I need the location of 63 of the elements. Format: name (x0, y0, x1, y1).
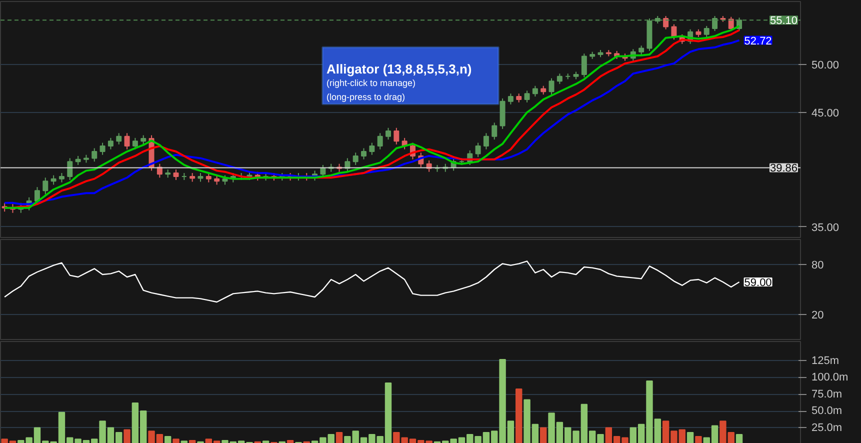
candlestick (581, 53, 587, 78)
candlestick (394, 127, 400, 145)
candlestick (50, 174, 56, 186)
bar (172, 438, 180, 443)
y-tick-label: 35.00 (812, 222, 840, 234)
candlestick (663, 16, 669, 30)
candlestick (712, 16, 718, 32)
bar (124, 429, 130, 443)
candlestick (361, 148, 367, 160)
candlestick (492, 122, 498, 140)
candlestick (704, 25, 710, 38)
candlestick (483, 132, 489, 150)
bar (336, 432, 343, 443)
data-label: 59.00 (744, 277, 772, 289)
candlestick (100, 142, 106, 156)
ref-line-label: 55.10 (770, 15, 798, 28)
candlestick (556, 73, 562, 84)
candlestick (214, 174, 220, 186)
bar (164, 436, 172, 443)
data-label: 52.72 (744, 35, 772, 48)
bar (736, 434, 743, 443)
y-tick-label: 45.00 (812, 107, 840, 120)
bar (540, 427, 547, 443)
annotation: (long-press to drag) (326, 92, 406, 102)
candlestick (508, 93, 514, 105)
line-series (4, 260, 740, 303)
bar (686, 432, 694, 443)
candlestick (206, 172, 212, 183)
bar (286, 440, 294, 443)
y-tick-label: 20 (812, 310, 824, 322)
candlestick (352, 152, 358, 166)
y-tick-label: 50.00 (812, 59, 840, 72)
annotation: (right-click to manage) (326, 78, 416, 88)
candlestick (524, 90, 530, 103)
y-tick-label: 80 (812, 260, 824, 272)
y-tick-label: 50.0m (812, 405, 842, 418)
y-tick-label: 75.0m (812, 388, 842, 400)
candlestick (475, 142, 481, 158)
candlestick (173, 169, 179, 180)
bar (695, 436, 702, 443)
candlestick (92, 148, 98, 162)
candlestick (108, 137, 114, 150)
candlestick (369, 142, 375, 156)
bar (516, 388, 522, 443)
candlestick (386, 127, 391, 140)
candlestick (75, 155, 81, 166)
y-tick-label: 125m (812, 354, 840, 367)
candlestick (532, 85, 538, 97)
candlestick (140, 134, 146, 145)
y-tick-label: 100.0m (812, 372, 848, 384)
candlestick (548, 78, 554, 96)
annotation: Alligator (13,8,8,5,5,3,n) (326, 62, 472, 77)
candlestick (377, 132, 383, 150)
candlestick (116, 132, 122, 145)
candlestick (344, 158, 350, 172)
candlestick (320, 164, 326, 178)
y-tick-label: 25.0m (812, 422, 842, 434)
candlestick (67, 158, 73, 180)
bar (188, 440, 196, 443)
candlestick (58, 172, 64, 183)
ref-line-label: 39.86 (770, 162, 798, 175)
candlestick (124, 132, 130, 150)
candlestick (42, 177, 48, 195)
